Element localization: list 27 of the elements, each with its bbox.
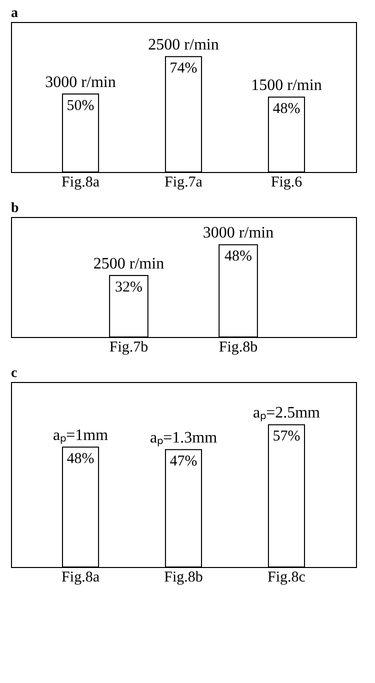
x-tick-label: Fig.8a [62, 174, 100, 190]
x-tick-label: Fig.8a [62, 570, 100, 586]
x-tick-label: Fig.8b [164, 570, 203, 586]
x-tick-label: Fig.7a [164, 174, 203, 190]
data-label: 57% [272, 428, 300, 445]
data-label: 32% [114, 279, 142, 296]
annotation: 3000 r/min [45, 74, 116, 92]
annotation: 2500 r/min [148, 36, 219, 54]
x-tick-label: Fig.6 [270, 174, 303, 190]
annotation: aₚ=1mm [53, 427, 109, 444]
data-label: 47% [170, 454, 198, 470]
chart-title: a [11, 6, 18, 21]
data-label: 48% [272, 101, 300, 118]
annotation: 1500 r/min [251, 77, 322, 94]
chart-title: c [11, 366, 18, 381]
data-label: 50% [66, 98, 94, 114]
data-label: 48% [66, 451, 94, 468]
x-tick-label: Fig.7b [109, 340, 148, 356]
data-label: 48% [224, 248, 252, 265]
annotation: aₚ=1.3mm [150, 430, 218, 447]
data-label: 74% [170, 60, 198, 77]
x-tick-label: Fig.8c [268, 570, 306, 586]
x-tick-label: Fig.8b [218, 340, 258, 356]
chart-title: b [11, 201, 19, 216]
annotation: 2500 r/min [93, 255, 164, 272]
annotation: aₚ=2.5mm [252, 404, 321, 422]
annotation: 3000 r/min [202, 224, 274, 242]
